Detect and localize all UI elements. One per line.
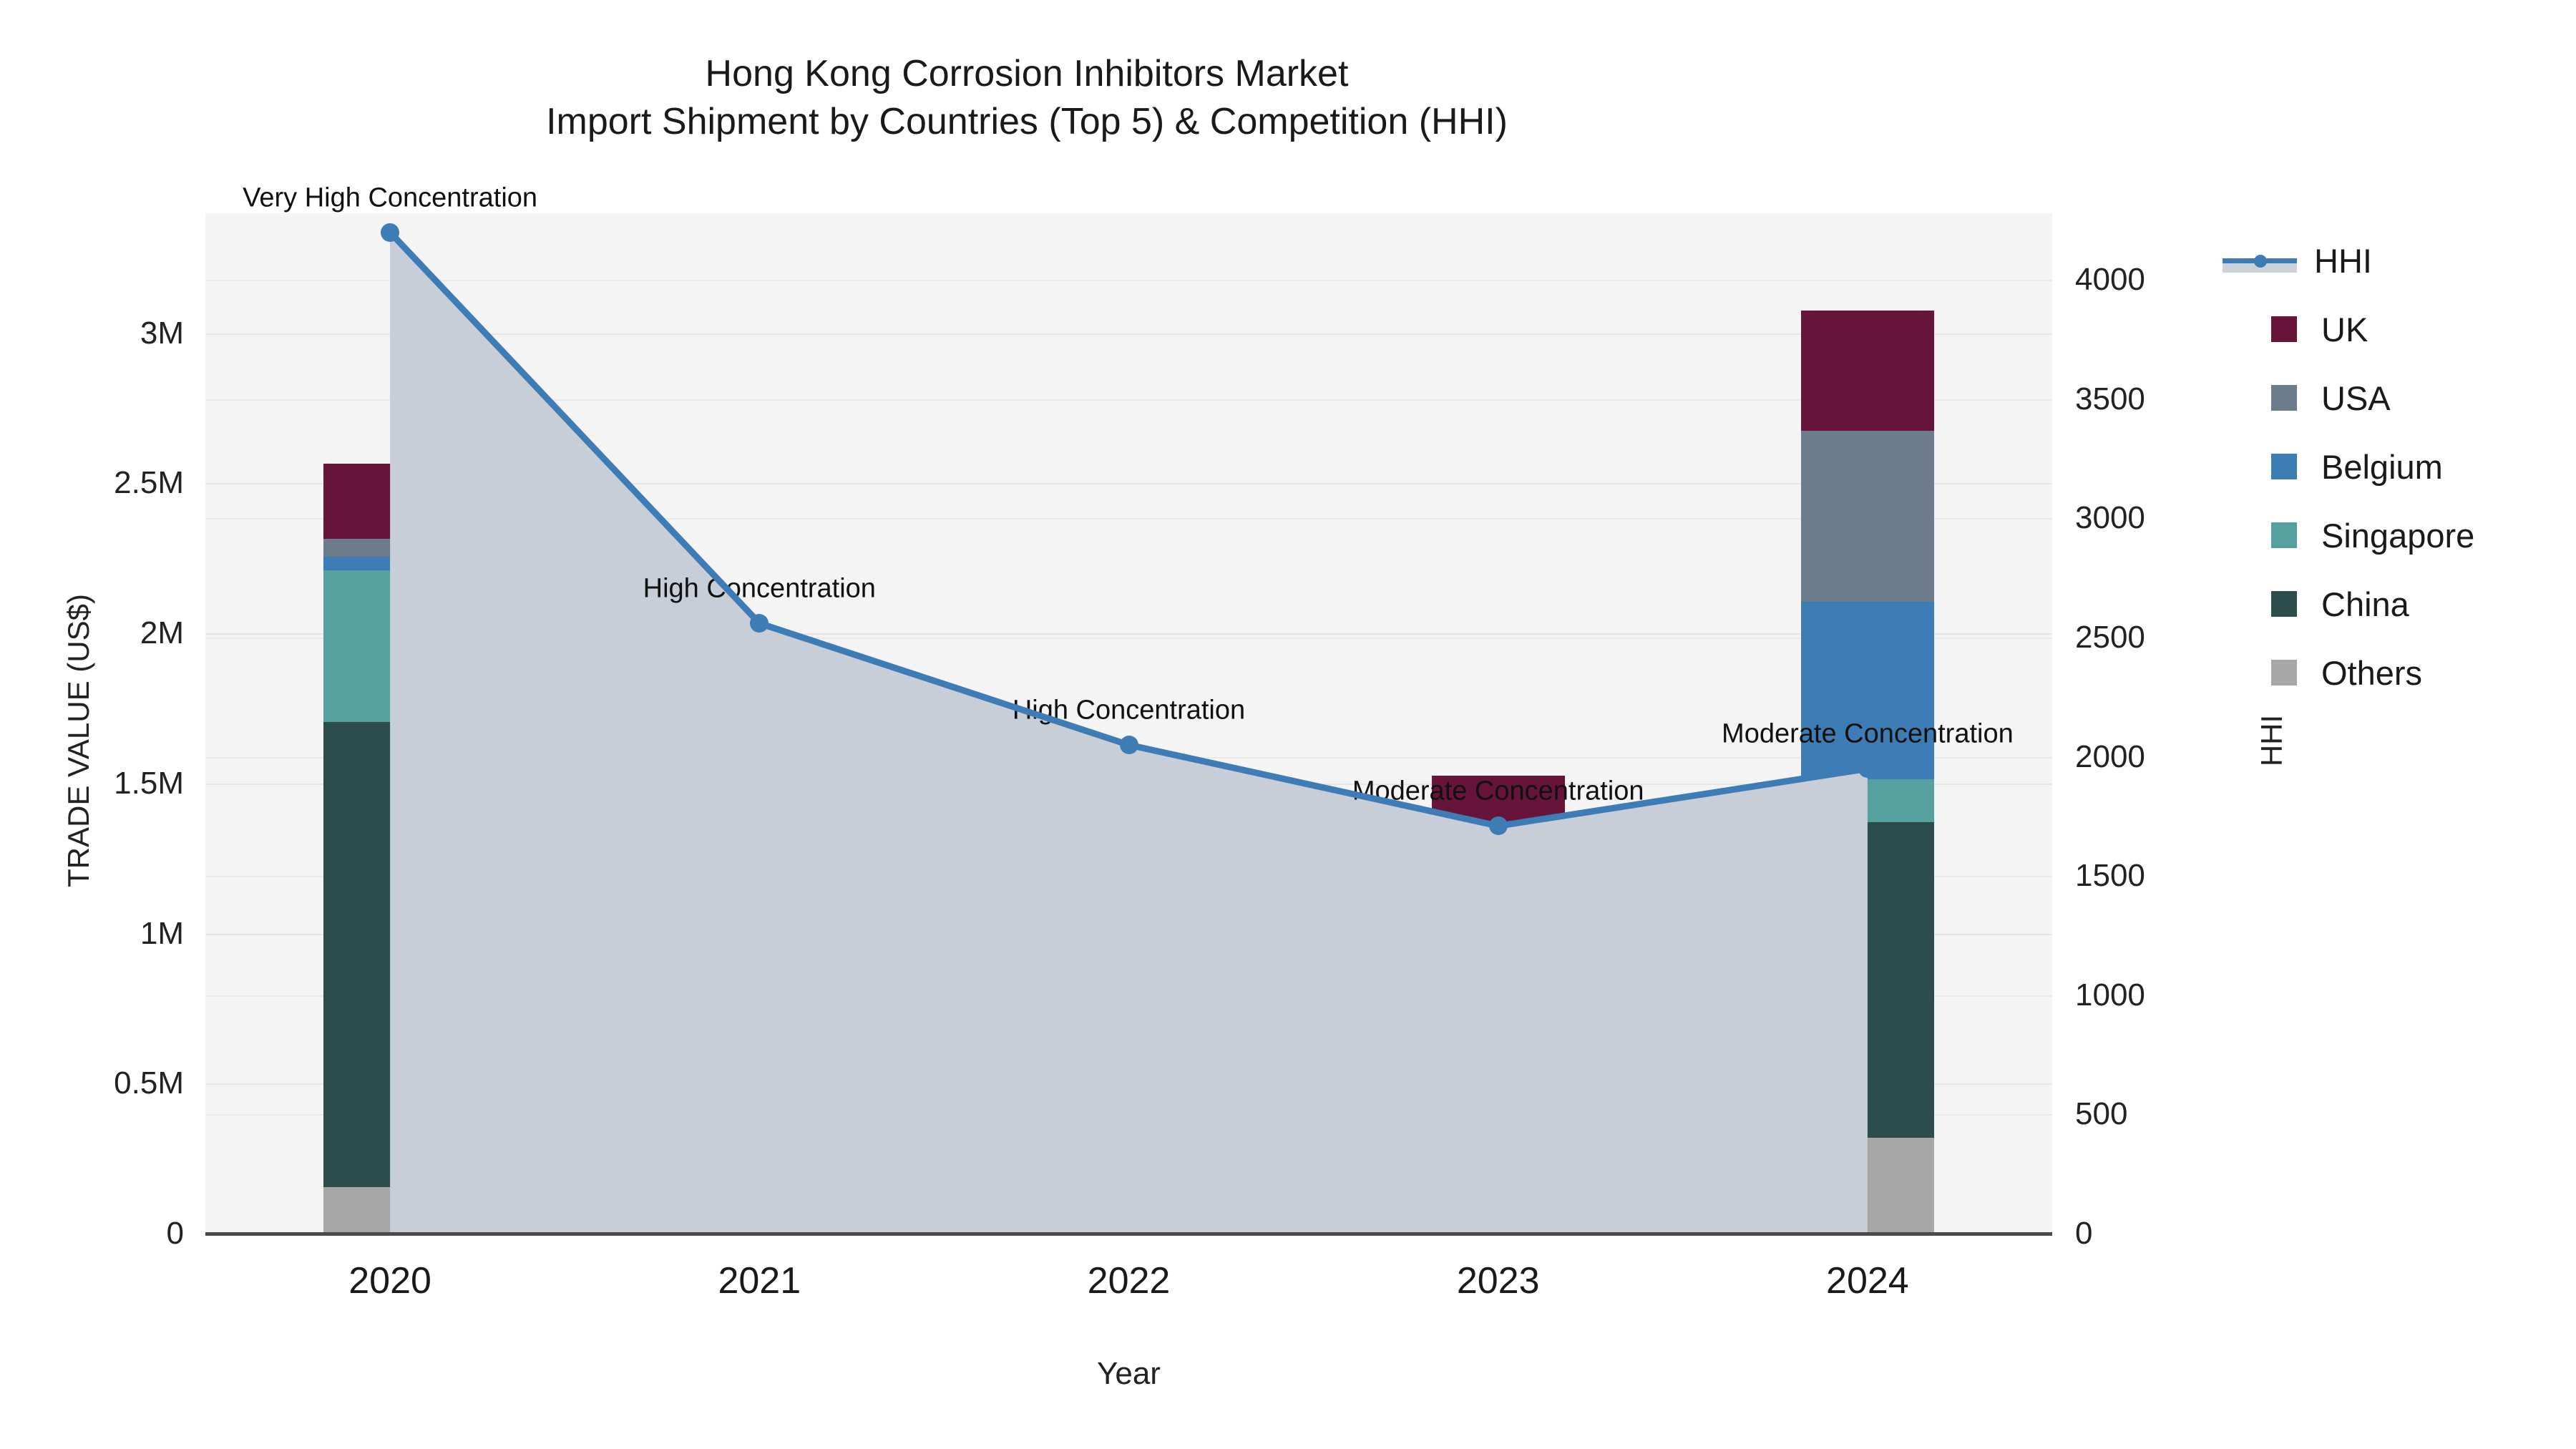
bar-segment-uk[interactable] (693, 859, 826, 869)
y-tick-right: 0 (2075, 1216, 2093, 1251)
bar-segment-china[interactable] (1431, 1041, 1565, 1165)
legend-item-label: Singapore (2321, 516, 2475, 555)
legend-item-usa[interactable]: USA (2247, 374, 2562, 422)
bar-segment-china[interactable] (323, 721, 457, 1187)
bar-segment-others[interactable] (1431, 1164, 1565, 1234)
legend-item-label: Belgium (2321, 447, 2443, 486)
legend-item-hhi[interactable]: HHI (2223, 236, 2562, 285)
bar-segment-singapore[interactable] (1800, 779, 1934, 823)
bar-segment-others[interactable] (693, 1152, 826, 1234)
legend-item-label: Others (2321, 653, 2423, 692)
hhi-point-2024[interactable] (1858, 759, 1877, 779)
y-tick-left: 1M (140, 915, 184, 951)
bar-stack[interactable] (693, 213, 826, 1234)
y-tick-left: 3M (140, 315, 184, 351)
bar-segment-others[interactable] (323, 1186, 457, 1234)
y-tick-right: 3500 (2075, 381, 2145, 416)
x-tick-2021: 2021 (718, 1260, 801, 1302)
hhi-point-2023[interactable] (1488, 816, 1508, 836)
x-tick-2024: 2024 (1826, 1260, 1909, 1302)
y-tick-left: 0.5M (114, 1065, 184, 1101)
hhi-point-2020[interactable] (381, 223, 400, 242)
bar-segment-usa[interactable] (1800, 431, 1934, 602)
bar-segment-china[interactable] (693, 1045, 826, 1153)
annotation-label: Moderate Concentration (1722, 718, 2014, 749)
legend-line-swatch (2223, 248, 2297, 273)
legend-color-swatch (2271, 660, 2297, 686)
y-tick-left: 1.5M (114, 765, 184, 801)
annotation-label: High Concentration (643, 573, 876, 604)
x-axis-title: Year (1097, 1356, 1161, 1391)
bar-segment-others[interactable] (1800, 1137, 1934, 1234)
hhi-point-2021[interactable] (750, 614, 769, 633)
bar-segment-uk[interactable] (1800, 311, 1934, 431)
legend-item-label: UK (2321, 310, 2368, 348)
legend-item-singapore[interactable]: Singapore (2247, 511, 2562, 560)
legend-item-others[interactable]: Others (2247, 648, 2562, 697)
chart-title: Hong Kong Corrosion Inhibitors Market (705, 53, 1349, 94)
legend-color-swatch (2271, 316, 2297, 342)
y-tick-right: 500 (2075, 1096, 2128, 1132)
y-tick-right: 4000 (2075, 262, 2145, 298)
legend-item-belgium[interactable]: Belgium (2247, 442, 2562, 491)
annotation-label: Moderate Concentration (1352, 776, 1644, 806)
x-tick-2023: 2023 (1456, 1260, 1540, 1302)
legend-color-swatch (2271, 591, 2297, 617)
bar-segment-belgium[interactable] (693, 892, 826, 912)
y-tick-right: 1500 (2075, 858, 2145, 894)
legend-item-china[interactable]: China (2247, 580, 2562, 628)
bar-segment-singapore[interactable] (693, 911, 826, 1046)
bar-segment-usa[interactable] (693, 869, 826, 893)
legend-item-label: USA (2321, 379, 2391, 417)
legend-item-label: HHI (2314, 241, 2372, 280)
y-tick-right: 2500 (2075, 620, 2145, 655)
y-axis-left-title: TRADE VALUE (US$) (62, 594, 95, 887)
legend-color-swatch (2271, 385, 2297, 411)
legend-color-swatch (2271, 454, 2297, 479)
bar-segment-singapore[interactable] (1431, 996, 1565, 1042)
legend-color-swatch (2271, 522, 2297, 548)
chart-title-block: Hong Kong Corrosion Inhibitors Market Im… (0, 50, 2054, 145)
y-tick-left: 2M (140, 615, 184, 651)
bar-segment-others[interactable] (1062, 1148, 1196, 1234)
bar-segment-uk[interactable] (1062, 762, 1196, 835)
bar-stack[interactable] (1431, 213, 1565, 1234)
hhi-point-2022[interactable] (1119, 735, 1138, 754)
bar-stack[interactable] (323, 213, 457, 1234)
legend-line-dot (2254, 255, 2267, 268)
legend-item-uk[interactable]: UK (2247, 305, 2562, 353)
bar-segment-china[interactable] (1800, 822, 1934, 1138)
y-tick-right: 2000 (2075, 738, 2145, 774)
chart-subtitle: Import Shipment by Countries (Top 5) & C… (546, 100, 1508, 142)
bar-segment-belgium[interactable] (1062, 924, 1196, 1091)
bar-segment-belgium[interactable] (323, 557, 457, 571)
bar-segment-singapore[interactable] (323, 570, 457, 722)
y-tick-left: 0 (166, 1216, 184, 1251)
bar-segment-belgium[interactable] (1800, 602, 1934, 779)
y-tick-right: 1000 (2075, 977, 2145, 1013)
bar-segment-singapore[interactable] (1062, 1091, 1196, 1124)
chart-legend: HHI UK USA Belgium Singapore China Others (2223, 236, 2562, 717)
bar-segment-uk[interactable] (323, 464, 457, 540)
legend-item-label: China (2321, 585, 2409, 623)
y-tick-left: 2.5M (114, 465, 184, 501)
bar-segment-china[interactable] (1062, 1123, 1196, 1148)
x-tick-2020: 2020 (348, 1260, 431, 1302)
x-tick-2022: 2022 (1087, 1260, 1171, 1302)
bar-segment-usa[interactable] (1431, 841, 1565, 908)
annotation-label: Very High Concentration (243, 182, 538, 213)
bar-segment-usa[interactable] (323, 539, 457, 557)
bar-segment-belgium[interactable] (1431, 907, 1565, 997)
annotation-label: High Concentration (1012, 695, 1246, 726)
x-axis-line (205, 1232, 2052, 1236)
bar-segment-usa[interactable] (1062, 834, 1196, 924)
y-tick-right: 3000 (2075, 500, 2145, 536)
